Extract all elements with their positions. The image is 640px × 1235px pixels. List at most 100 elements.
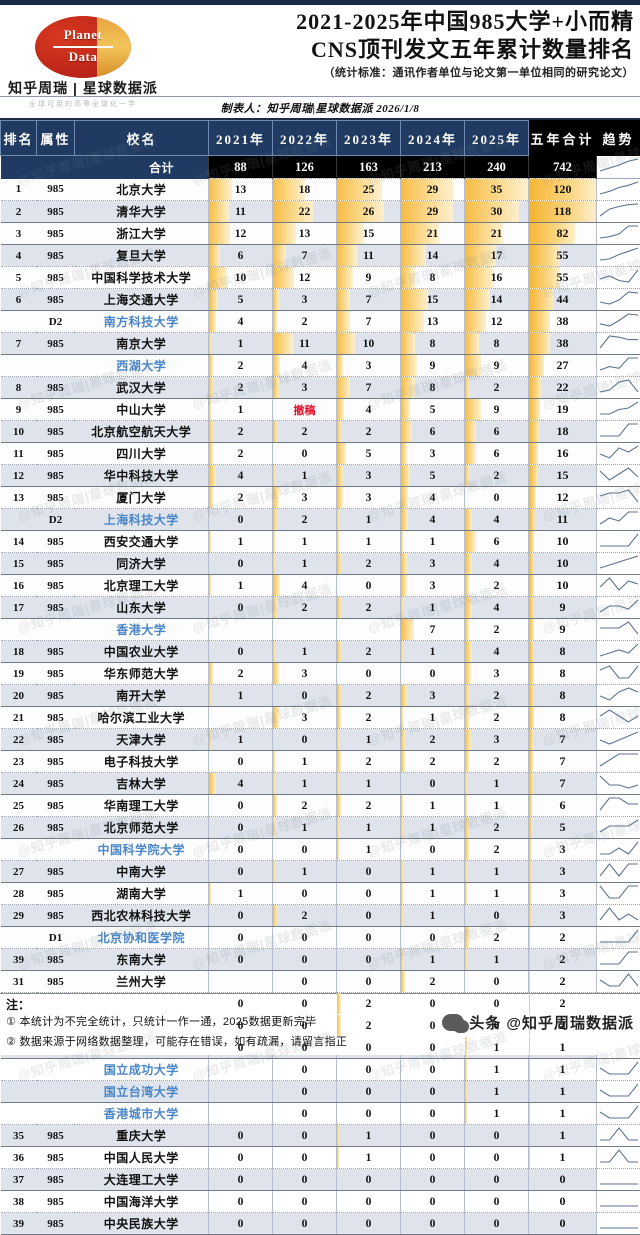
row-year-3: 2 — [401, 729, 465, 751]
row-attribute: 985 — [37, 707, 75, 729]
row-year-4: 1 — [465, 773, 529, 795]
row-attribute: 985 — [37, 883, 75, 905]
row-year-0: 1 — [209, 575, 273, 597]
row-trend — [597, 927, 640, 949]
row-year-4: 1 — [465, 795, 529, 817]
row-year-3: 0 — [401, 663, 465, 685]
row-year-0 — [209, 619, 273, 641]
row-rank: 3 — [1, 223, 37, 245]
row-trend — [597, 311, 640, 333]
row-trend — [597, 707, 640, 729]
row-five-year-total: 15 — [529, 465, 597, 487]
row-year-4: 6 — [465, 421, 529, 443]
row-year-4: 6 — [465, 443, 529, 465]
row-year-1: 0 — [273, 685, 337, 707]
row-university-name: 上海交通大学 — [75, 289, 209, 311]
row-university-name: 香港大学 — [75, 619, 209, 641]
row-year-4: 2 — [465, 575, 529, 597]
row-year-0: 13 — [209, 179, 273, 201]
row-year-3: 8 — [401, 267, 465, 289]
footer-brand: 头条 @知乎周瑞数据派 — [442, 1012, 634, 1033]
note-2: ② 数据来源于网络数据整理，可能存在错误，如有疏漏，请留言指正 — [6, 1033, 347, 1049]
row-rank: 13 — [1, 487, 37, 509]
row-university-name: 电子科技大学 — [75, 751, 209, 773]
row-attribute: 985 — [37, 795, 75, 817]
row-year-4: 1 — [465, 1081, 529, 1103]
trend-sparkline-svg — [598, 179, 640, 197]
row-year-0: 0 — [209, 1125, 273, 1147]
row-year-0: 0 — [209, 1147, 273, 1169]
row-year-1: 0 — [273, 1103, 337, 1125]
row-trend — [597, 531, 640, 553]
row-trend — [597, 905, 640, 927]
trend-sparkline-svg — [598, 465, 640, 483]
trend-sparkline-svg — [598, 773, 640, 791]
trend-sparkline-svg — [598, 663, 640, 681]
row-attribute: 985 — [37, 597, 75, 619]
trend-sparkline-svg — [598, 861, 640, 879]
row-year-3: 1 — [401, 949, 465, 971]
row-trend — [597, 685, 640, 707]
row-rank: 23 — [1, 751, 37, 773]
row-five-year-total: 8 — [529, 663, 597, 685]
row-year-2: 0 — [337, 949, 401, 971]
row-five-year-total: 118 — [529, 201, 597, 223]
row-year-1: 0 — [273, 443, 337, 465]
row-year-1: 3 — [273, 487, 337, 509]
row-year-3: 0 — [401, 1213, 465, 1235]
row-university-name: 天津大学 — [75, 729, 209, 751]
row-rank — [1, 1103, 37, 1125]
row-year-2: 0 — [337, 1169, 401, 1191]
row-rank: 5 — [1, 267, 37, 289]
row-year-3: 1 — [401, 531, 465, 553]
row-attribute: 985 — [37, 663, 75, 685]
row-year-3: 0 — [401, 1169, 465, 1191]
row-trend — [597, 1147, 640, 1169]
